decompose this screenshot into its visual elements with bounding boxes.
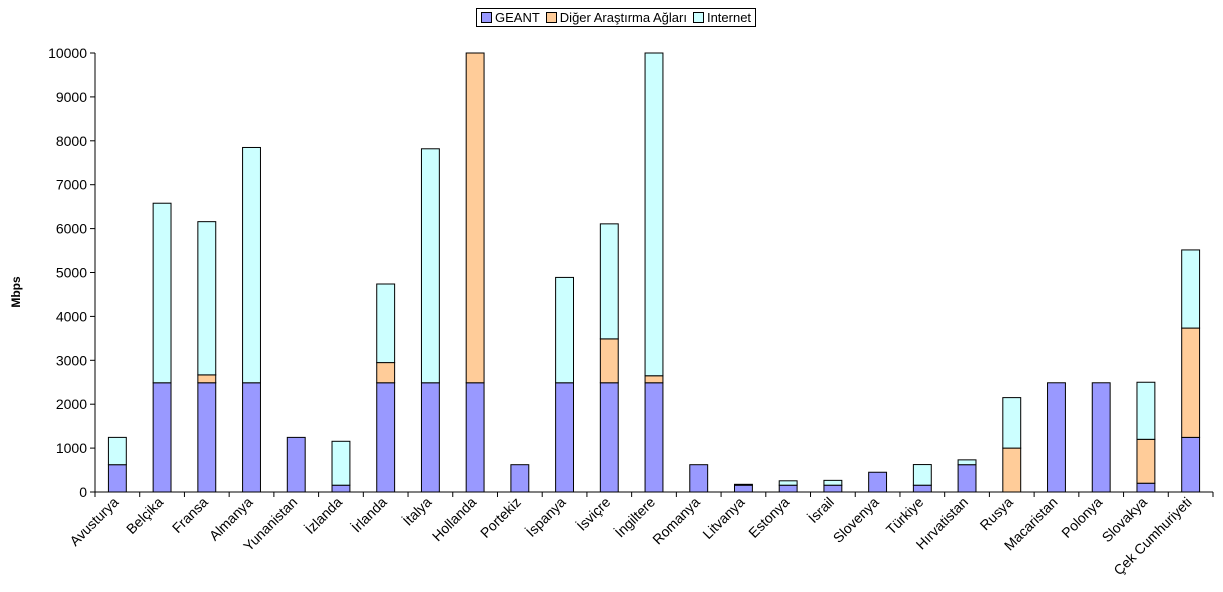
x-tick-label: Belçika <box>123 494 166 537</box>
x-tick-label: Rusya <box>977 494 1017 534</box>
bar-diger-arastirma-aglari-fransa <box>197 374 217 384</box>
x-tick-label: Portekiz <box>477 494 524 541</box>
bar-geant-belcika <box>152 382 172 493</box>
bars <box>107 52 1201 493</box>
bar-diger-arastirma-aglari-cek-cumhuriyeti <box>1181 327 1201 438</box>
legend-item-internet: Internet <box>692 10 752 25</box>
bar-internet-irlanda <box>376 283 396 364</box>
y-tick-label: 10000 <box>48 45 87 61</box>
legend-swatch-internet <box>692 12 704 23</box>
y-axis-title-text: Mbps <box>9 276 23 308</box>
bar-diger-arastirma-aglari-hollanda <box>465 52 485 384</box>
y-tick-label: 1000 <box>56 440 87 456</box>
legend-label-geant: GEANT <box>495 10 540 25</box>
bar-diger-arastirma-aglari-slovakya <box>1136 438 1156 484</box>
bar-geant-israil <box>823 484 843 493</box>
bar-internet-avusturya <box>107 436 127 466</box>
x-tick-label: Romanya <box>649 494 703 548</box>
bar-internet-slovakya <box>1136 381 1156 440</box>
bar-diger-arastirma-aglari-irlanda <box>376 362 396 384</box>
bar-internet-hirvatistan <box>957 459 977 466</box>
bar-internet-israil <box>823 479 843 486</box>
x-tick-label: Hollanda <box>429 494 480 545</box>
bar-internet-isvicre <box>599 223 619 340</box>
bar-geant-yunanistan <box>286 436 306 493</box>
legend: GEANT Diğer Araştırma Ağları Internet <box>476 8 757 27</box>
x-tick-label: Çek Cumhuriyeti <box>1110 494 1194 578</box>
x-tick-label: İzlanda <box>301 493 345 537</box>
y-tick-label: 8000 <box>56 133 87 149</box>
bar-geant-hollanda <box>465 382 485 493</box>
legend-item-geant: GEANT <box>481 10 540 25</box>
bar-internet-estonya <box>778 480 798 486</box>
y-tick-label: 7000 <box>56 177 87 193</box>
x-tick-label: Estonya <box>745 494 792 541</box>
y-tick-label: 9000 <box>56 89 87 105</box>
bar-diger-arastirma-aglari-ingiltere <box>644 375 664 384</box>
x-tick-label: Slovenya <box>830 494 882 546</box>
bar-geant-cek-cumhuriyeti <box>1181 436 1201 493</box>
bar-geant-macaristan <box>1047 382 1066 493</box>
bar-geant-hirvatistan <box>957 464 977 493</box>
bar-geant-almanya <box>242 382 261 493</box>
bar-geant-ispanya <box>555 382 575 493</box>
bar-geant-avusturya <box>107 464 127 493</box>
bar-internet-rusya <box>1002 397 1022 449</box>
y-tick-label: 0 <box>79 484 87 500</box>
bar-geant-fransa <box>197 382 217 493</box>
x-tick-label: İrlanda <box>348 493 390 535</box>
bar-geant-estonya <box>778 484 798 493</box>
legend-label-other-research-networks: Diğer Araştırma Ağları <box>559 10 687 25</box>
x-tick-label: Fransa <box>169 494 211 536</box>
x-tick-label: İtalya <box>399 493 435 529</box>
legend-item-other-research-networks: Diğer Araştırma Ağları <box>545 10 687 25</box>
x-tick-label: İsrail <box>804 493 837 526</box>
y-tick-label: 5000 <box>56 265 87 281</box>
y-axis: 0 1000 2000 3000 4000 5000 6000 7000 8000 9000 100… <box>48 45 96 500</box>
legend-swatch-other-research-networks <box>545 12 557 23</box>
legend-label-internet: Internet <box>706 10 752 25</box>
bar-geant-romanya <box>689 464 709 493</box>
bar-internet-italya <box>420 148 440 384</box>
bar-geant-isvicre <box>599 382 619 493</box>
bar-internet-ingiltere <box>644 52 664 377</box>
bar-internet-turkiye <box>912 464 932 486</box>
y-tick-label: 3000 <box>56 352 87 368</box>
x-tick-label: Avusturya <box>66 494 121 549</box>
bar-geant-italya <box>420 382 440 493</box>
bar-geant-litvanya <box>733 484 753 493</box>
legend-swatch-geant <box>481 12 492 23</box>
bar-geant-slovenya <box>868 471 888 493</box>
x-tick-label: Litvanya <box>699 494 747 542</box>
y-axis-title: Mbps <box>6 272 26 312</box>
bar-internet-fransa <box>197 221 217 376</box>
x-tick-label: İsviçre <box>573 493 614 534</box>
bar-internet-litvanya <box>733 483 753 486</box>
bar-geant-slovakya <box>1136 482 1156 493</box>
bar-internet-belcika <box>152 202 172 384</box>
bar-internet-almanya <box>242 146 261 384</box>
bar-geant-polonya <box>1091 382 1111 493</box>
bar-internet-cek-cumhuriyeti <box>1181 249 1201 329</box>
bar-geant-irlanda <box>376 382 396 493</box>
y-tick-label: 6000 <box>56 221 87 237</box>
bar-geant-ingiltere <box>644 382 664 493</box>
bar-internet-ispanya <box>555 276 575 384</box>
bar-geant-izlanda <box>331 484 351 493</box>
y-tick-label: 4000 <box>56 308 87 324</box>
bar-geant-portekiz <box>510 464 530 493</box>
bar-diger-arastirma-aglari-rusya <box>1002 447 1022 493</box>
bar-diger-arastirma-aglari-isvicre <box>599 338 619 384</box>
x-tick-label: İspanya <box>522 493 569 540</box>
x-tick-label: Türkiye <box>883 494 927 538</box>
bar-internet-izlanda <box>331 440 351 486</box>
y-tick-label: 2000 <box>56 396 87 412</box>
bar-geant-turkiye <box>912 484 932 493</box>
